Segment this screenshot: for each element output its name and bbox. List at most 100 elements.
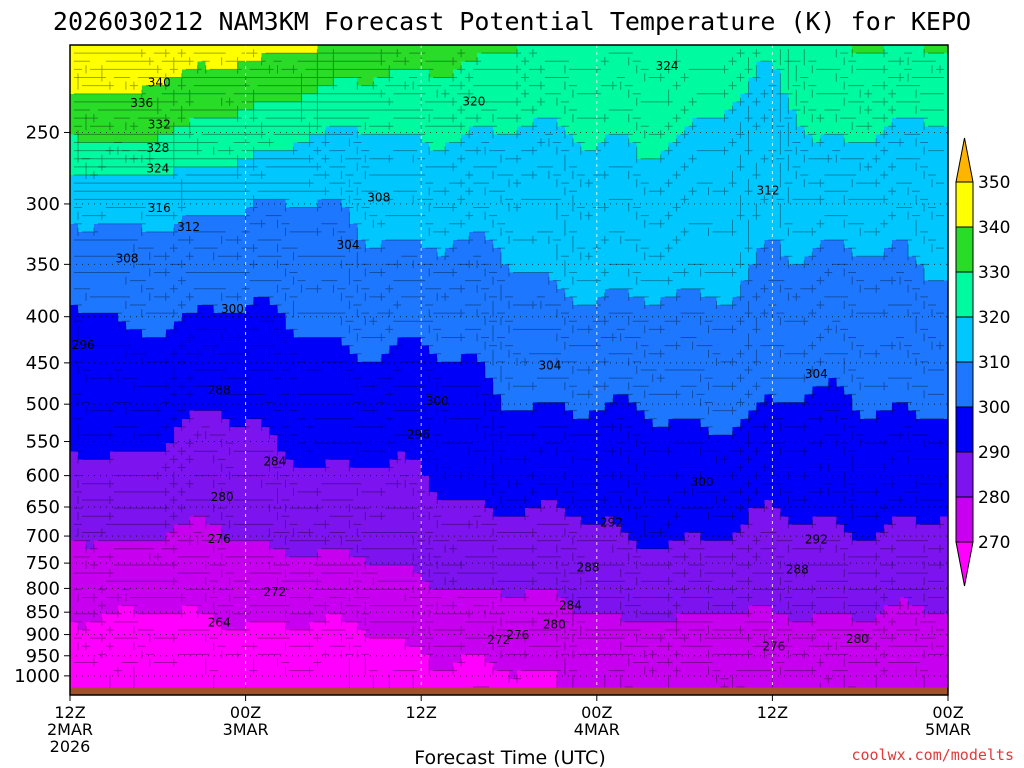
theta-cell <box>181 240 191 249</box>
theta-cell <box>812 256 821 265</box>
theta-cell <box>285 207 295 217</box>
theta-cell <box>772 118 781 127</box>
theta-cell <box>708 215 718 225</box>
theta-cell <box>612 223 622 233</box>
theta-cell <box>413 256 422 265</box>
theta-cell <box>796 223 805 233</box>
theta-cell <box>852 361 861 371</box>
theta-cell <box>461 158 470 168</box>
theta-cell <box>620 313 630 322</box>
theta-cell <box>85 183 95 192</box>
theta-cell <box>596 386 606 395</box>
theta-cell <box>421 126 430 135</box>
theta-cell <box>580 280 590 290</box>
theta-cell <box>181 361 191 371</box>
theta-cell <box>732 175 742 184</box>
theta-cell <box>213 166 223 176</box>
theta-cell <box>70 69 79 79</box>
theta-cell <box>620 231 630 241</box>
theta-cell <box>293 166 303 176</box>
theta-cell <box>876 53 885 62</box>
theta-cell <box>437 101 446 111</box>
theta-cell <box>892 378 901 387</box>
theta-cell <box>860 256 869 265</box>
theta-cell <box>884 280 893 290</box>
theta-cell <box>692 264 702 274</box>
theta-cell <box>668 110 678 119</box>
theta-cell <box>221 378 231 387</box>
theta-cell <box>189 53 199 62</box>
theta-cell <box>772 61 781 70</box>
theta-cell <box>892 272 901 282</box>
theta-cell <box>221 231 231 241</box>
theta-cell <box>493 321 502 330</box>
theta-cell <box>628 272 638 282</box>
theta-cell <box>540 288 550 298</box>
theta-cell <box>109 126 119 135</box>
theta-cell <box>628 248 638 257</box>
theta-cell <box>493 101 502 111</box>
theta-cell <box>532 118 542 127</box>
theta-cell <box>437 69 446 79</box>
theta-cell <box>652 280 662 290</box>
theta-cell <box>692 394 702 404</box>
theta-cell <box>357 150 366 160</box>
theta-cell <box>389 272 398 282</box>
theta-cell <box>157 45 167 54</box>
theta-cell <box>940 337 949 347</box>
theta-cell <box>844 329 853 339</box>
theta-cell <box>405 353 414 363</box>
theta-cell <box>141 378 151 387</box>
theta-cell <box>397 77 406 87</box>
theta-cell <box>676 126 686 135</box>
theta-cell <box>716 69 726 79</box>
theta-cell <box>772 45 781 54</box>
theta-cell <box>892 77 901 87</box>
theta-cell <box>876 256 885 265</box>
theta-cell <box>117 69 127 79</box>
theta-cell <box>317 337 327 347</box>
theta-cell <box>868 361 877 371</box>
theta-cell <box>548 280 558 290</box>
theta-cell <box>812 378 821 387</box>
theta-cell <box>461 296 470 306</box>
theta-cell <box>117 53 127 62</box>
theta-cell <box>245 85 255 95</box>
theta-cell <box>588 166 598 176</box>
theta-cell <box>293 410 303 420</box>
theta-cell <box>596 158 606 168</box>
theta-cell <box>860 45 869 54</box>
theta-cell <box>469 134 478 144</box>
theta-cell <box>365 166 374 176</box>
theta-cell <box>812 118 821 127</box>
theta-cell <box>429 175 438 184</box>
theta-cell <box>285 101 295 111</box>
theta-cell <box>261 353 271 363</box>
theta-cell <box>373 337 382 347</box>
theta-cell <box>157 61 167 70</box>
theta-cell <box>732 150 742 160</box>
theta-cell <box>405 45 414 54</box>
theta-cell <box>333 353 342 363</box>
theta-cell <box>588 53 598 62</box>
theta-cell <box>229 353 239 363</box>
theta-cell <box>373 53 382 62</box>
theta-cell <box>700 126 710 135</box>
theta-cell <box>365 240 374 249</box>
theta-cell <box>189 126 199 135</box>
theta-cell <box>716 329 726 339</box>
theta-cell <box>253 191 263 200</box>
theta-cell <box>109 370 119 379</box>
theta-cell <box>628 353 638 363</box>
theta-cell <box>70 183 79 192</box>
theta-cell <box>373 142 382 152</box>
theta-cell <box>772 110 781 119</box>
theta-cell <box>700 110 710 119</box>
theta-cell <box>708 256 718 265</box>
theta-cell <box>756 256 766 265</box>
theta-cell <box>748 272 758 282</box>
theta-cell <box>485 158 494 168</box>
theta-cell <box>612 158 622 168</box>
theta-cell <box>708 280 718 290</box>
theta-cell <box>317 240 327 249</box>
